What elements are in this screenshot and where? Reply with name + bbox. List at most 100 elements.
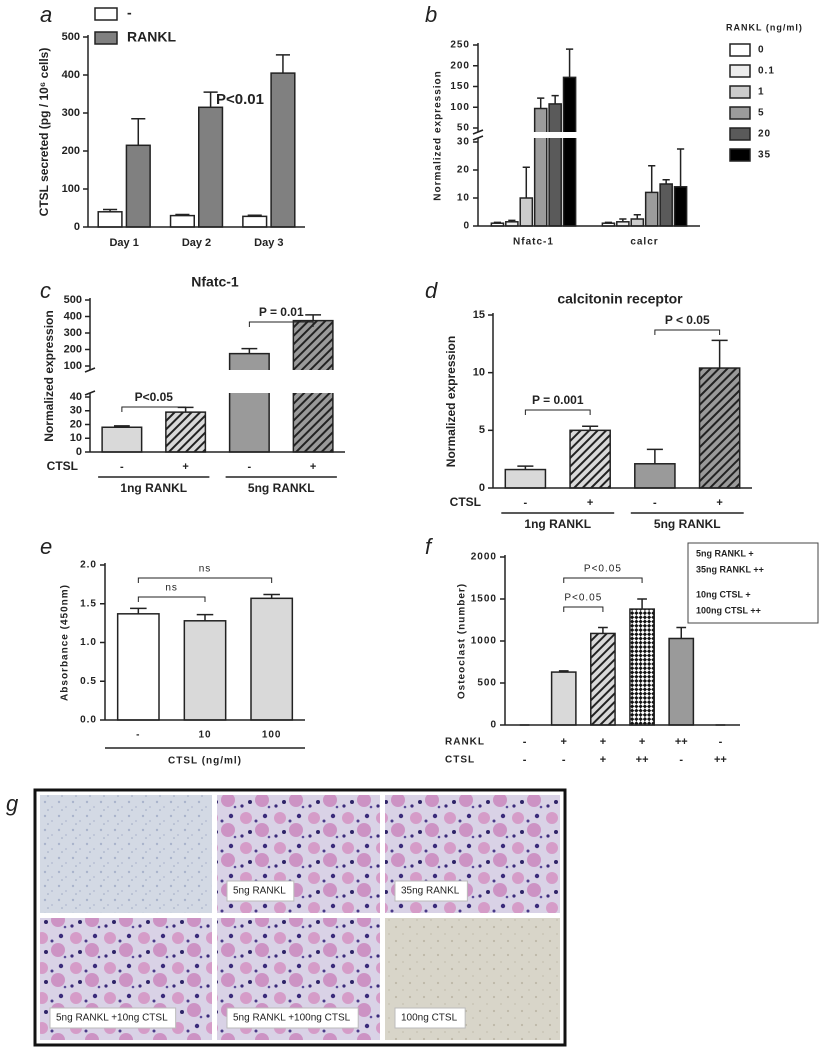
y-tick-label: 1.0: [80, 637, 97, 648]
y-tick-label: 500: [477, 678, 497, 689]
x-tick-label: 100: [262, 730, 282, 741]
caption-box: [226, 1007, 359, 1029]
note: 35ng RANKL ++: [696, 564, 764, 574]
error-bar: [175, 213, 190, 216]
bar: [250, 597, 294, 721]
bar: [533, 107, 548, 227]
significance-bracket: [248, 321, 314, 327]
annotation: P<0.01: [216, 91, 264, 108]
legend-swatch: [94, 7, 118, 21]
bar: [630, 218, 645, 227]
x-tick-label: 10: [198, 730, 211, 741]
annotation: ns: [165, 583, 178, 594]
error-bar: [648, 165, 656, 193]
error-bar: [711, 339, 728, 369]
error-bar: [131, 117, 146, 146]
y-tick-label: 100: [450, 102, 470, 113]
row-label: CTSL: [47, 459, 78, 473]
error-bar: [676, 626, 687, 639]
bar: [698, 367, 741, 489]
x-tick-label: -: [523, 736, 527, 748]
y-tick-label: 5: [479, 424, 485, 436]
y-tick-label: 1000: [471, 636, 497, 647]
bar: [519, 197, 534, 227]
bar: [228, 352, 270, 453]
y-tick-label: 250: [450, 40, 470, 51]
bar: [644, 191, 659, 227]
y-tick-label: 400: [62, 69, 80, 81]
y-tick-label: 200: [62, 145, 80, 157]
panel-letter: g: [6, 791, 19, 816]
bar: [668, 637, 695, 726]
error-bar: [551, 94, 559, 104]
x-tick-label: ++: [714, 754, 727, 766]
y-tick-label: 100: [64, 360, 82, 372]
axis-break-mark: [472, 129, 484, 141]
x-tick-label: +: [716, 497, 722, 509]
caption-box: [226, 880, 295, 902]
group-label: 5ng RANKL: [248, 481, 315, 495]
error-bar: [662, 179, 670, 184]
annotation: ns: [199, 564, 212, 575]
caption: 5ng RANKL +100ng CTSL: [233, 1013, 351, 1024]
y-tick-label: 0: [74, 221, 80, 233]
annotation: P = 0.01: [259, 305, 304, 319]
error-bar: [604, 221, 613, 224]
x-tick-label: -: [679, 754, 683, 766]
error-bar: [275, 54, 290, 74]
legend-label: 5: [758, 108, 765, 119]
error-bar: [565, 48, 574, 78]
row-label: CTSL: [445, 755, 475, 766]
error-bar: [598, 626, 608, 634]
caption: 5ng RANKL: [233, 886, 286, 897]
y-tick-label: 10: [457, 193, 470, 204]
bar: [116, 613, 160, 721]
caption-box: [49, 1007, 177, 1029]
error-bar: [196, 613, 214, 621]
x-tick-label: Day 2: [182, 237, 211, 249]
y-tick-label: 200: [64, 343, 82, 355]
y-tick-label: 2.0: [80, 560, 97, 571]
axis-break: [84, 370, 347, 393]
y-tick-label: 1.5: [80, 598, 97, 609]
significance-bracket: [137, 596, 206, 602]
bar: [165, 411, 207, 453]
annotation: P<0.05: [564, 593, 602, 604]
error-bar: [637, 598, 647, 610]
bar: [242, 215, 268, 228]
bar: [569, 429, 611, 489]
bar: [634, 463, 676, 489]
caption: 5ng RANKL +10ng CTSL: [56, 1013, 168, 1024]
error-bar: [247, 214, 262, 217]
group-label: 1ng RANKL: [120, 481, 187, 495]
bar: [169, 214, 195, 228]
note: 100ng CTSL ++: [696, 605, 761, 615]
y-tick-label: 500: [64, 294, 82, 306]
y-axis-label: Normalized expression: [42, 310, 56, 441]
x-tick-label: -: [248, 461, 252, 473]
y-axis-label: Normalized expression: [444, 336, 458, 467]
annotation: P = 0.001: [532, 393, 584, 407]
error-bar: [619, 218, 627, 222]
x-tick-label: +: [587, 497, 593, 509]
y-tick-label: 200: [450, 60, 470, 71]
y-tick-label: 10: [473, 367, 485, 379]
y-tick-label: 150: [450, 81, 470, 92]
x-tick-label: -: [523, 754, 527, 766]
x-tick-label: +: [639, 736, 645, 748]
y-tick-label: 20: [457, 165, 470, 176]
y-tick-label: 30: [457, 137, 470, 148]
y-tick-label: 100: [62, 183, 80, 195]
significance-bracket: [137, 577, 273, 583]
legend-label: 1: [758, 87, 765, 98]
y-tick-label: 0: [76, 446, 82, 458]
caption: 100ng CTSL: [401, 1013, 458, 1024]
legend-label: RANKL: [127, 29, 176, 45]
notes-box: [687, 542, 819, 624]
y-tick-label: 0: [463, 221, 470, 232]
legend-swatch: [729, 127, 751, 141]
y-axis-label: Osteoclast (number): [457, 583, 468, 699]
panel-letter: c: [40, 278, 51, 303]
y-axis-label: Normalized expression: [433, 70, 444, 200]
